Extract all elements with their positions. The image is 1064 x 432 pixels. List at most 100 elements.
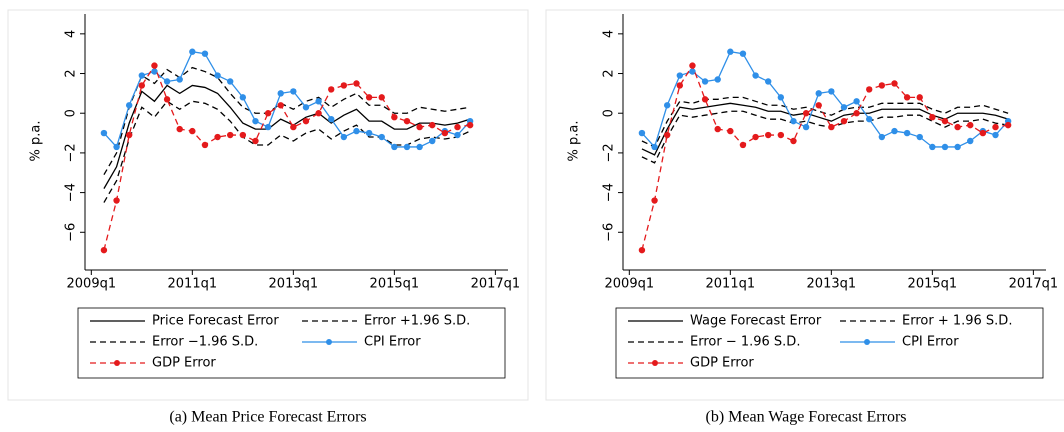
y-tick-label: 0	[64, 109, 79, 117]
legend-marker	[326, 339, 332, 345]
point	[777, 131, 785, 139]
y-tick-label: −2	[64, 143, 79, 162]
y-tick-label: 4	[64, 30, 79, 38]
x-tick-label: 2015q1	[908, 277, 958, 292]
legend-label: CPI Error	[364, 335, 421, 350]
point	[992, 131, 999, 139]
y-tick-label: −6	[64, 223, 79, 242]
point	[100, 129, 108, 137]
legend-label: CPI Error	[902, 335, 959, 350]
legend-marker	[652, 360, 658, 366]
point	[891, 127, 898, 135]
point	[151, 62, 158, 69]
point	[941, 117, 949, 125]
point	[941, 143, 949, 151]
point	[929, 113, 936, 121]
point	[701, 78, 709, 85]
point	[765, 131, 772, 139]
point	[302, 117, 310, 125]
point	[903, 129, 911, 137]
point	[189, 48, 196, 55]
point	[853, 110, 860, 117]
point	[866, 86, 873, 93]
point	[954, 123, 961, 131]
point	[638, 129, 646, 137]
point	[815, 102, 822, 109]
point	[151, 68, 158, 75]
point	[689, 62, 696, 69]
point	[651, 143, 658, 151]
point	[676, 82, 684, 89]
y-axis-label: % p.a.	[567, 121, 582, 162]
series-line	[103, 84, 471, 189]
point	[714, 125, 721, 133]
point	[663, 102, 671, 109]
series-line	[641, 102, 1009, 156]
point	[429, 137, 436, 145]
point	[403, 143, 411, 151]
point	[365, 94, 373, 101]
point	[100, 246, 108, 254]
point	[214, 133, 221, 141]
point	[739, 141, 747, 149]
point	[663, 131, 671, 139]
point	[466, 121, 474, 129]
point	[252, 137, 259, 145]
point	[138, 72, 146, 79]
point	[176, 76, 183, 83]
point	[163, 78, 171, 85]
legend-marker	[864, 339, 870, 345]
point	[802, 110, 810, 117]
point	[264, 110, 272, 117]
x-tick-label: 2011q1	[706, 277, 756, 292]
legend-frame	[615, 307, 1044, 379]
point	[765, 78, 772, 85]
legend-label: Error −1.96 S.D.	[152, 335, 258, 350]
y-tick-label: 2	[64, 69, 79, 77]
point	[878, 82, 886, 89]
point	[689, 68, 696, 75]
point	[979, 129, 987, 137]
x-tick-label: 2009q1	[67, 277, 117, 292]
point	[125, 131, 133, 139]
series-line	[103, 64, 471, 251]
point	[929, 143, 936, 151]
point	[967, 121, 974, 129]
point	[214, 72, 221, 79]
point	[727, 48, 734, 55]
point	[790, 117, 797, 125]
point	[227, 78, 234, 85]
legend-label: Error + 1.96 S.D.	[902, 314, 1012, 329]
y-tick-label: −4	[602, 183, 617, 202]
series-line	[641, 110, 1009, 164]
point	[891, 80, 898, 87]
x-tick-label: 2013q1	[807, 277, 857, 292]
point	[454, 123, 461, 131]
point	[391, 113, 398, 121]
point	[176, 125, 183, 133]
x-tick-label: 2011q1	[168, 277, 218, 292]
point	[201, 141, 209, 149]
x-tick-label: 2017q1	[471, 277, 521, 292]
point	[916, 133, 923, 141]
point	[290, 123, 297, 131]
point	[113, 143, 120, 151]
legend-marker	[114, 360, 120, 366]
point	[353, 80, 360, 87]
point	[315, 110, 322, 117]
legend-label: Wage Forecast Error	[690, 314, 822, 329]
point	[201, 50, 209, 57]
point	[954, 143, 961, 151]
point	[391, 143, 398, 151]
point	[651, 197, 658, 204]
point	[727, 127, 734, 135]
point	[125, 102, 133, 109]
point	[163, 96, 171, 103]
point	[815, 90, 822, 97]
series-line	[103, 100, 471, 203]
point	[441, 129, 449, 137]
point	[277, 102, 284, 109]
point	[752, 133, 759, 141]
point	[967, 137, 974, 145]
caption: (a) Mean Price Forecast Errors	[169, 409, 366, 426]
